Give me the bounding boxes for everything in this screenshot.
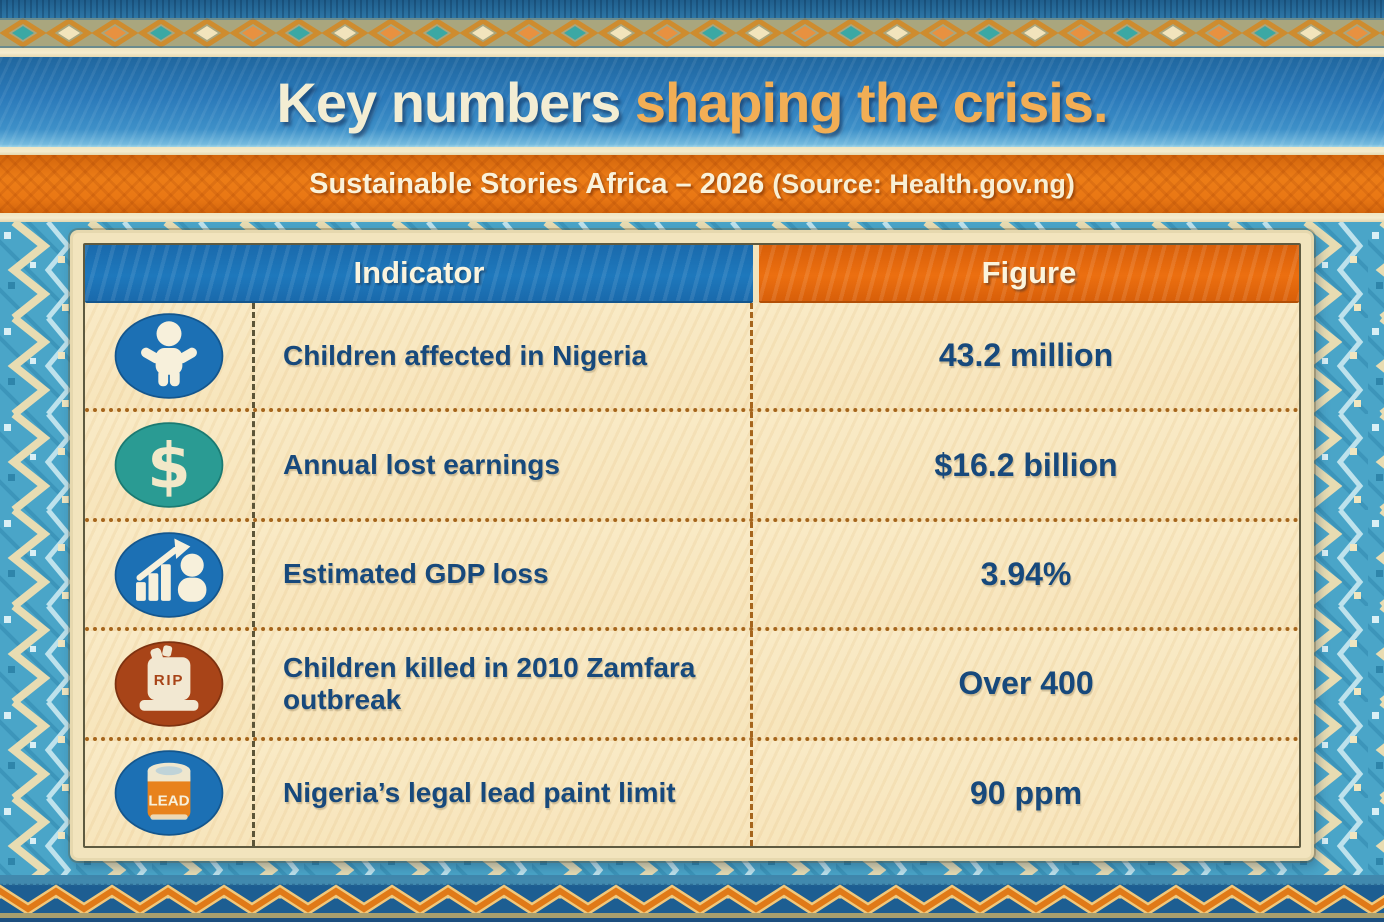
bottom-zigzag-border: [0, 875, 1384, 922]
dollar-icon: $: [114, 422, 223, 508]
top-blue-band: [0, 0, 1384, 18]
indicator-label: Children killed in 2010 Zamfara outbreak: [283, 651, 696, 715]
figure-value: 43.2 million: [938, 337, 1114, 374]
tombstone-rip-icon: RIP: [114, 641, 223, 727]
icon-cell: RIP: [85, 631, 255, 737]
indicator-cell: Estimated GDP loss: [255, 521, 753, 628]
diamond-pattern-icon: [0, 18, 1384, 48]
table-row: RIP Children killed in 2010 Zamfara outb…: [85, 627, 1299, 737]
figure-value: 3.94%: [980, 556, 1072, 593]
diamond-border-pattern: [0, 18, 1384, 48]
table-row: LEAD Nigeria’s legal lead paint limit 90…: [85, 736, 1299, 846]
icon-cell: LEAD: [85, 740, 255, 846]
figure-cell: 90 ppm: [753, 741, 1299, 846]
icon-cell: $: [85, 412, 255, 518]
figure-value: Over 400: [958, 665, 1094, 702]
title-part-2: shaping the crisis.: [634, 70, 1109, 134]
zigzag-pattern-icon: [0, 875, 1384, 922]
table-body: Children affected in Nigeria 43.2 millio…: [85, 303, 1299, 846]
indicator-cell: Nigeria’s legal lead paint limit: [255, 740, 753, 846]
indicator-label: Annual lost earnings: [283, 449, 560, 481]
key-numbers-table: Indicator Figure: [83, 243, 1301, 848]
svg-text:LEAD: LEAD: [148, 793, 189, 810]
indicator-cell: Children killed in 2010 Zamfara outbreak: [255, 631, 753, 737]
indicator-label: Estimated GDP loss: [283, 558, 549, 590]
figure-cell: 3.94%: [753, 522, 1299, 627]
table-row: Estimated GDP loss 3.94%: [85, 517, 1299, 628]
main-area: Indicator Figure: [0, 222, 1384, 875]
svg-text:$: $: [147, 429, 190, 502]
indicator-cell: Children affected in Nigeria: [255, 303, 753, 409]
indicator-cell: Annual lost earnings: [255, 412, 753, 518]
cream-divider: [0, 48, 1384, 57]
subtitle-source: (Source: Health.gov.ng): [772, 168, 1075, 199]
icon-cell: [85, 303, 255, 409]
table-header-row: Indicator Figure: [85, 245, 1299, 303]
figure-column-header: Figure: [759, 245, 1299, 303]
table-row: $ Annual lost earnings $16.2 billion: [85, 408, 1299, 518]
figure-value: $16.2 billion: [934, 446, 1118, 483]
cream-divider: [0, 147, 1384, 155]
child-icon: [114, 312, 223, 399]
indicator-label: Nigeria’s legal lead paint limit: [283, 777, 676, 809]
lead-paint-can-icon: LEAD: [114, 750, 223, 837]
figure-cell: 43.2 million: [753, 303, 1299, 408]
growth-chart-icon: [114, 531, 223, 618]
figure-cell: Over 400: [753, 631, 1299, 736]
cream-divider: [0, 213, 1384, 222]
figure-cell: $16.2 billion: [753, 412, 1299, 517]
icon-cell: [85, 521, 255, 628]
figure-value: 90 ppm: [969, 774, 1083, 811]
title-band: Key numbers shaping the crisis.: [0, 57, 1384, 147]
subtitle-band: Sustainable Stories Africa – 2026 (Sourc…: [0, 155, 1384, 213]
indicator-column-header: Indicator: [85, 245, 753, 303]
table-row: Children affected in Nigeria 43.2 millio…: [85, 303, 1299, 409]
table-panel: Indicator Figure: [70, 230, 1314, 861]
svg-text:RIP: RIP: [153, 672, 184, 689]
title-part-1: Key numbers: [276, 70, 635, 134]
subtitle: Sustainable Stories Africa – 2026 (Sourc…: [309, 168, 1075, 201]
page-title: Key numbers shaping the crisis.: [276, 70, 1109, 135]
subtitle-main: Sustainable Stories Africa – 2026: [309, 167, 773, 200]
indicator-label: Children affected in Nigeria: [283, 339, 648, 371]
